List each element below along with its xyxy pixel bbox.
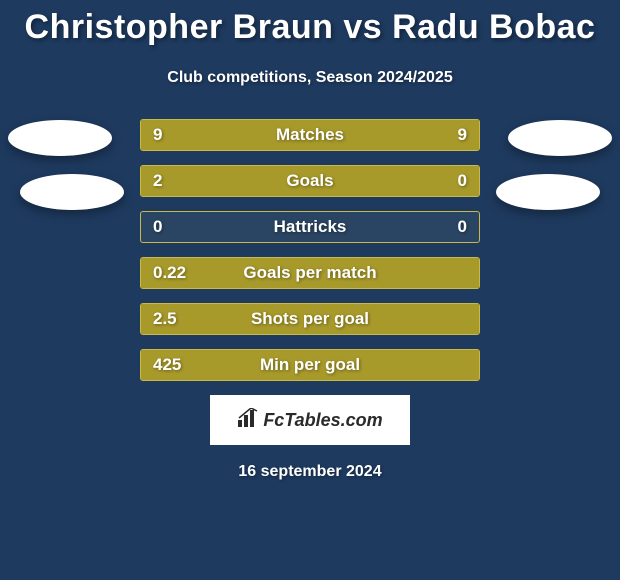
- stats-bars: 9Matches92Goals00Hattricks00.22Goals per…: [0, 119, 620, 381]
- stat-row: 2Goals0: [140, 165, 480, 197]
- stat-label: Shots per goal: [141, 304, 479, 334]
- page-title: Christopher Braun vs Radu Bobac: [0, 0, 620, 47]
- stat-row: 425Min per goal: [140, 349, 480, 381]
- stat-row: 0Hattricks0: [140, 211, 480, 243]
- stat-row: 9Matches9: [140, 119, 480, 151]
- subtitle: Club competitions, Season 2024/2025: [0, 69, 620, 87]
- stat-row: 0.22Goals per match: [140, 257, 480, 289]
- date-text: 16 september 2024: [0, 463, 620, 481]
- stat-label: Matches: [141, 120, 479, 150]
- stat-value-right: 0: [458, 212, 467, 242]
- stat-value-right: 0: [458, 166, 467, 196]
- chart-icon: [237, 408, 259, 433]
- stat-label: Goals per match: [141, 258, 479, 288]
- stat-label: Goals: [141, 166, 479, 196]
- stat-label: Hattricks: [141, 212, 479, 242]
- stat-value-right: 9: [458, 120, 467, 150]
- logo-text: FcTables.com: [263, 410, 382, 431]
- stat-label: Min per goal: [141, 350, 479, 380]
- fctables-logo: FcTables.com: [210, 395, 410, 445]
- stat-row: 2.5Shots per goal: [140, 303, 480, 335]
